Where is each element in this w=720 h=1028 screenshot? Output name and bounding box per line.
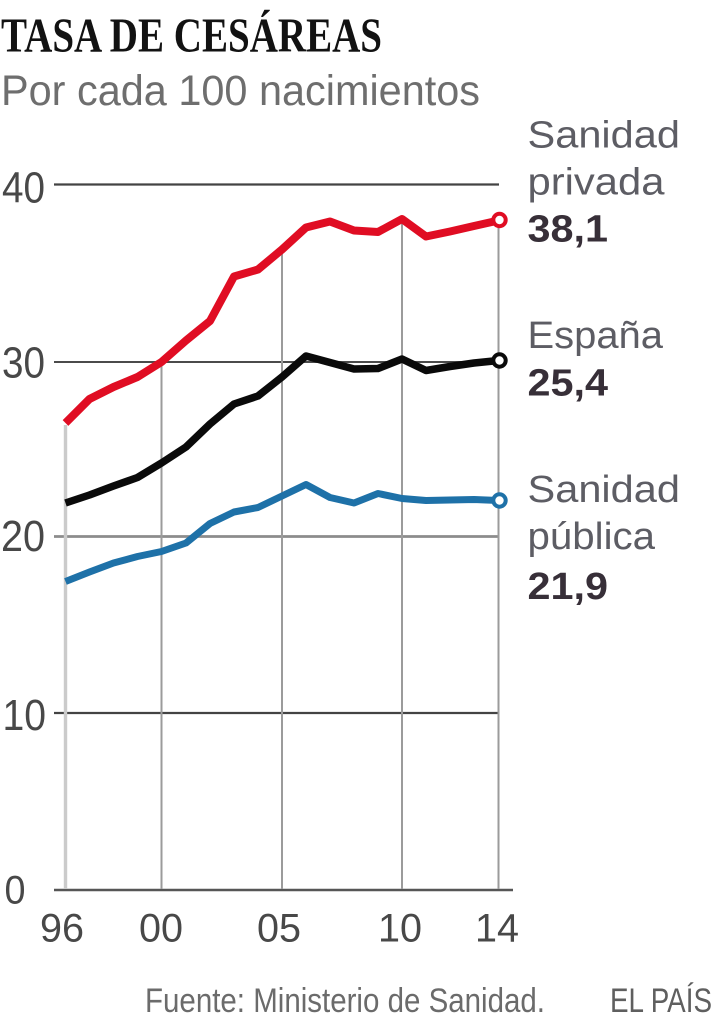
svg-text:10: 10 <box>378 907 422 951</box>
svg-text:05: 05 <box>257 907 301 951</box>
svg-text:25,4: 25,4 <box>528 363 609 405</box>
svg-text:privada: privada <box>528 162 666 204</box>
svg-text:20: 20 <box>1 512 45 561</box>
svg-text:pública: pública <box>528 516 656 558</box>
svg-text:Por cada 100 nacimientos: Por cada 100 nacimientos <box>1 67 480 115</box>
svg-text:Sanidad: Sanidad <box>528 115 681 157</box>
svg-text:38,1: 38,1 <box>528 209 609 251</box>
svg-text:España: España <box>528 315 664 357</box>
svg-text:Fuente: Ministerio de Sanidad.: Fuente: Ministerio de Sanidad. <box>145 982 545 1020</box>
svg-text:96: 96 <box>40 907 84 951</box>
svg-text:TASA DE CESÁREAS: TASA DE CESÁREAS <box>1 8 382 63</box>
svg-text:EL PAÍS: EL PAÍS <box>610 982 712 1020</box>
svg-text:14: 14 <box>475 907 519 951</box>
svg-text:30: 30 <box>2 339 45 388</box>
svg-text:40: 40 <box>2 164 45 213</box>
svg-text:10: 10 <box>3 691 47 740</box>
svg-text:0: 0 <box>5 869 26 913</box>
svg-text:21,9: 21,9 <box>528 566 609 608</box>
svg-text:00: 00 <box>139 907 183 951</box>
svg-text:Sanidad: Sanidad <box>528 469 681 511</box>
